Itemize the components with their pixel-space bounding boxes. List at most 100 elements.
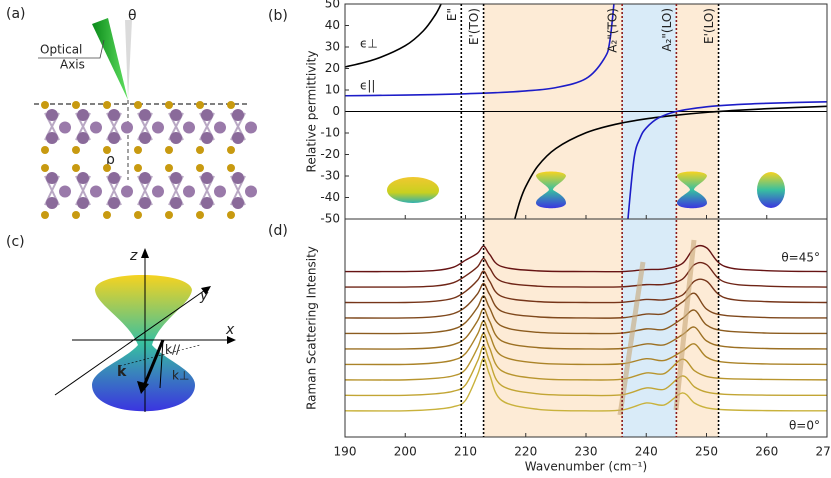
metal-atom bbox=[232, 109, 244, 121]
x-tick-label: 220 bbox=[514, 445, 537, 459]
legend-label: ϵ⊥ bbox=[360, 37, 378, 51]
plot-frame bbox=[344, 218, 828, 438]
optical-label: Optical bbox=[40, 43, 82, 57]
metal-atom bbox=[170, 109, 182, 121]
chalcogen-atom bbox=[227, 211, 235, 219]
series-line bbox=[345, 270, 827, 304]
x-tick-label: 250 bbox=[695, 445, 718, 459]
series-line bbox=[345, 332, 827, 381]
region-band bbox=[676, 4, 719, 437]
y-label: y bbox=[199, 288, 209, 304]
metal-atom bbox=[139, 172, 151, 184]
series-line bbox=[345, 257, 827, 288]
metal-atom bbox=[201, 197, 213, 209]
x-tick-label: 190 bbox=[334, 445, 357, 459]
chalcogen-atom bbox=[41, 211, 49, 219]
chalcogen-atom bbox=[134, 164, 142, 172]
bands bbox=[483, 4, 719, 437]
y-tick-label: -40 bbox=[320, 190, 340, 204]
series-line bbox=[345, 307, 827, 350]
metal-atom bbox=[139, 132, 151, 144]
chalcogen-atom bbox=[72, 101, 80, 109]
y-tick-label: 50 bbox=[325, 0, 340, 11]
annotation: θ=45° bbox=[781, 251, 820, 265]
guide bbox=[617, 261, 646, 416]
series-line bbox=[345, 345, 827, 397]
y-axis bbox=[54, 287, 209, 396]
metal-atom bbox=[170, 132, 182, 144]
series-line bbox=[345, 295, 827, 335]
k-perp-vector bbox=[159, 339, 164, 389]
guide bbox=[673, 239, 697, 411]
metal-atom bbox=[214, 185, 226, 198]
chalcogen-atom bbox=[72, 164, 80, 172]
mode-label: A₂"(LO) bbox=[660, 8, 674, 52]
chalcogen-atom bbox=[134, 146, 142, 154]
chalcogen-atom bbox=[196, 101, 204, 109]
chalcogen-atom bbox=[72, 146, 80, 154]
metal-atom bbox=[59, 121, 71, 134]
ellipsoid bbox=[757, 172, 785, 208]
metal-atom bbox=[170, 172, 182, 184]
metal-atom bbox=[77, 172, 89, 184]
panel-label: (c) bbox=[6, 234, 25, 250]
chalcogen-atom bbox=[41, 164, 49, 172]
axis-cone bbox=[125, 20, 132, 100]
series-line bbox=[345, 4, 827, 219]
metal-atom bbox=[139, 197, 151, 209]
chalcogen-atom bbox=[165, 101, 173, 109]
chalcogen-atom bbox=[103, 211, 111, 219]
chalcogen-atom bbox=[103, 146, 111, 154]
mode-label: A₂"(TO) bbox=[606, 8, 620, 53]
chalcogen-atom bbox=[103, 164, 111, 172]
chalcogen-atom bbox=[196, 211, 204, 219]
metal-atom bbox=[121, 185, 133, 198]
chalcogen-atom bbox=[196, 164, 204, 172]
crystal bbox=[41, 101, 257, 219]
metal-atom bbox=[108, 197, 120, 209]
series-line bbox=[345, 4, 827, 219]
hyperboloid bbox=[677, 171, 707, 209]
x-tick-label: 240 bbox=[635, 445, 658, 459]
chalcogen-atom bbox=[72, 211, 80, 219]
metal-atom bbox=[245, 185, 257, 198]
beam bbox=[92, 18, 128, 100]
chalcogen-atom bbox=[103, 101, 111, 109]
y-tick-label: 20 bbox=[325, 61, 340, 75]
metal-atom bbox=[232, 132, 244, 144]
chalcogen-atom bbox=[165, 164, 173, 172]
x-tick-label: 260 bbox=[755, 445, 778, 459]
metal-atom bbox=[46, 132, 58, 144]
y-tick-label: -10 bbox=[320, 126, 340, 140]
metal-atom bbox=[108, 132, 120, 144]
metal-atom bbox=[108, 109, 120, 121]
metal-atom bbox=[214, 121, 226, 134]
chalcogen-atom bbox=[41, 101, 49, 109]
metal-atom bbox=[59, 185, 71, 198]
x-label: x bbox=[225, 322, 235, 338]
z-label: z bbox=[129, 248, 138, 264]
metal-atom bbox=[183, 185, 195, 198]
arrowhead bbox=[137, 381, 149, 394]
y-axis-label: Raman Scattering Intensity bbox=[305, 246, 319, 410]
region-band bbox=[622, 4, 677, 437]
k-par-label: k// bbox=[165, 343, 181, 357]
y-axis-label: Relative permittivity bbox=[305, 51, 319, 173]
chalcogen-atom bbox=[41, 146, 49, 154]
series-line bbox=[345, 282, 827, 319]
metal-atom bbox=[232, 197, 244, 209]
panel-c: (c) z y x k k// k⊥ bbox=[6, 234, 236, 412]
mode-icons bbox=[387, 171, 785, 209]
metal-atom bbox=[77, 197, 89, 209]
y-tick-label: 40 bbox=[325, 18, 340, 32]
metal-atom bbox=[201, 132, 213, 144]
chalcogen-atom bbox=[196, 146, 204, 154]
chalcogen-atom bbox=[134, 211, 142, 219]
panel-a: (a) θ Optical Axis ρ bbox=[6, 6, 257, 219]
metal-atom bbox=[90, 121, 102, 134]
metal-atom bbox=[108, 172, 120, 184]
x-tick-label: 210 bbox=[454, 445, 477, 459]
hyperboloid bbox=[536, 171, 566, 209]
metal-atom bbox=[232, 172, 244, 184]
pointer bbox=[38, 39, 105, 59]
